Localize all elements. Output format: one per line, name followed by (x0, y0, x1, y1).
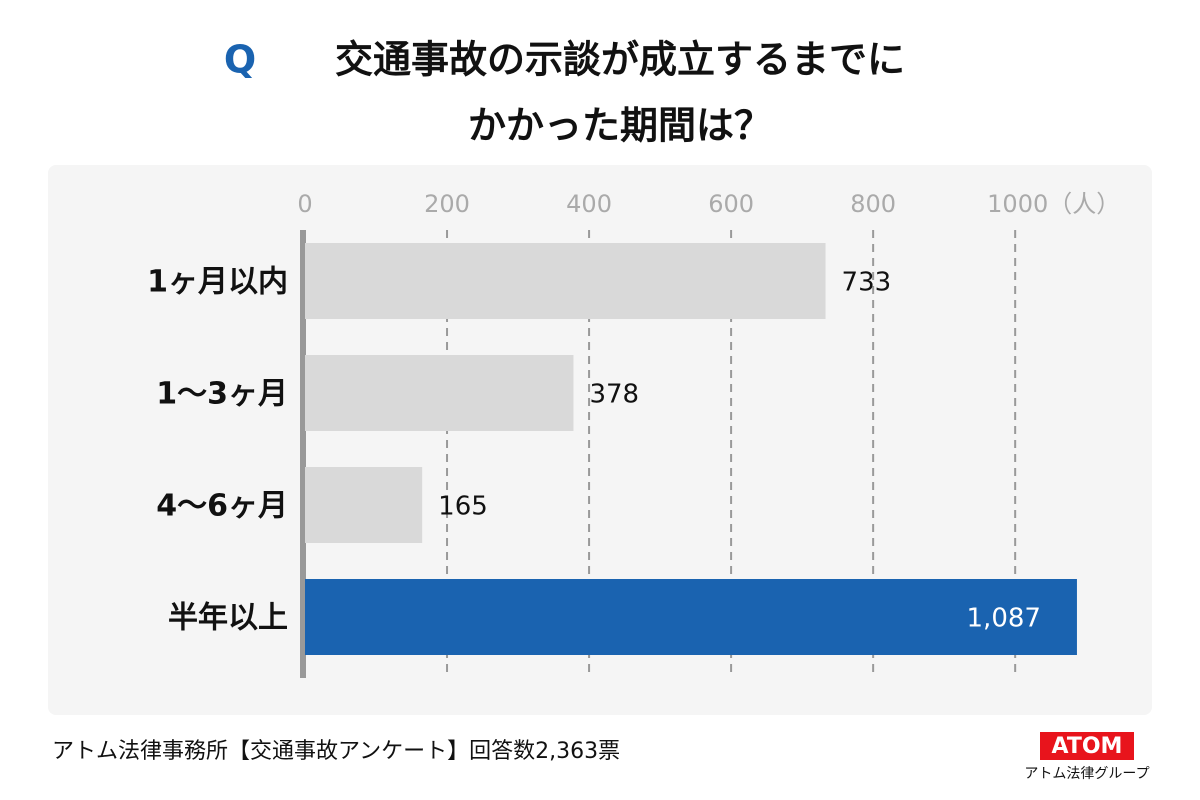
value-label: 165 (438, 492, 488, 522)
y-tick-label: 4～6ヶ月 (156, 489, 288, 524)
value-label: 1,087 (967, 604, 1041, 634)
x-tick-label: 600 (708, 190, 754, 218)
source-note: アトム法律事務所【交通事故アンケート】回答数2,363票 (52, 739, 620, 764)
title-prefix: Q (224, 38, 256, 82)
y-tick-label: 1～3ヶ月 (156, 377, 288, 412)
logo-caption: アトム法律グループ (1024, 766, 1149, 782)
x-tick-label: 0 (297, 190, 312, 218)
y-tick-label: 半年以上 (168, 601, 288, 636)
x-tick-label: 400 (566, 190, 612, 218)
value-label: 733 (842, 268, 892, 298)
logo: ATOM (1052, 734, 1123, 759)
bar (305, 355, 574, 431)
x-tick-label: 200 (424, 190, 470, 218)
logo-box (1040, 732, 1134, 760)
chart-title: 交通事故の示談が成立するまでに (335, 38, 905, 82)
y-tick-label: 1ヶ月以内 (147, 265, 288, 300)
x-tick-label: 1000（人） (987, 190, 1120, 218)
bar (305, 579, 1077, 655)
bar (305, 243, 826, 319)
chart-title: かかった期間は？ (468, 104, 772, 148)
bar (305, 467, 423, 543)
x-tick-label: 800 (850, 190, 896, 218)
value-label: 378 (589, 380, 639, 410)
